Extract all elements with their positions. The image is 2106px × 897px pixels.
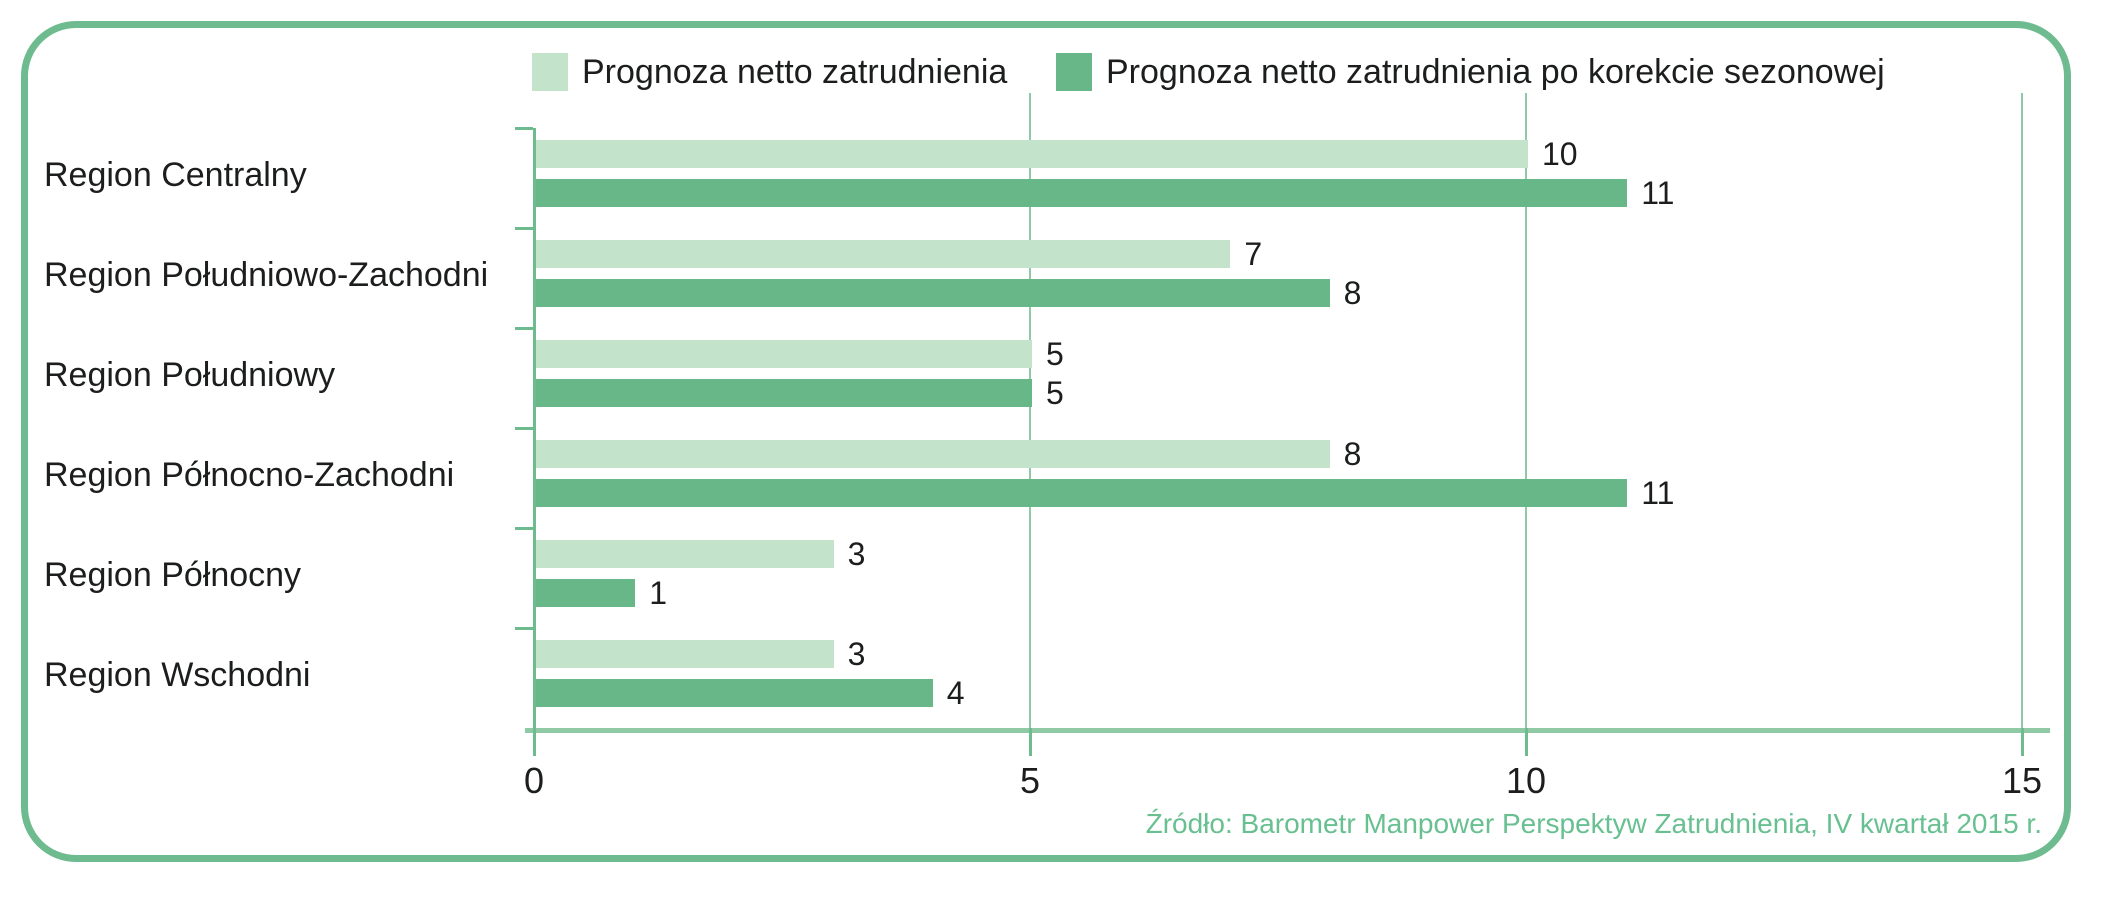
bar-value-label: 11 [1641,475,1675,511]
bar-value-label: 8 [1343,275,1362,311]
bar-value-label: 8 [1343,436,1362,472]
y-axis-group-tick [515,527,533,530]
bar-seasonal [536,479,1628,507]
category-label: Region Południowy [44,356,336,394]
bar-seasonal [536,379,1032,407]
source-note: Źródło: Barometr Manpower Perspektyw Zat… [1145,808,2042,839]
bar-value-label: 11 [1641,175,1675,211]
category-label: Region Południowo-Zachodni [44,256,489,294]
legend-swatch-light-icon [532,53,568,91]
category-label: Region Północny [44,556,302,594]
x-axis-tick-10 [1525,728,1528,756]
bar-seasonal [536,579,636,607]
x-axis-tick-0 [533,728,536,756]
x-axis-tick-label-15: 15 [2001,760,2043,801]
x-axis-tick-label-0: 0 [523,760,545,801]
chart-frame [21,21,2071,862]
y-axis-group-tick [515,427,533,430]
category-label: Region Północno-Zachodni [44,456,455,494]
legend-item-net-forecast: Prognoza netto zatrudnienia [532,52,1007,92]
x-axis-tick-15 [2021,728,2024,756]
bar-forecast [536,540,834,568]
legend-swatch-dark-icon [1056,53,1092,91]
legend-item-seasonal-forecast: Prognoza netto zatrudnienia po korekcie … [1056,52,1885,92]
category-label: Region Wschodni [44,656,311,694]
bar-value-label: 3 [847,536,866,572]
legend-label-seasonal-forecast: Prognoza netto zatrudnienia po korekcie … [1106,53,1885,91]
bar-value-label: 4 [946,675,965,711]
bar-forecast [536,640,834,668]
gridline-x-5 [1029,93,1031,733]
x-axis-baseline [525,728,2050,733]
bar-seasonal [536,179,1628,207]
gridline-x-15 [2021,93,2023,733]
bar-value-label: 5 [1046,375,1064,411]
bar-forecast [536,240,1231,268]
bar-seasonal [536,679,933,707]
gridline-x-10 [1525,93,1527,733]
x-axis-tick-5 [1029,728,1032,756]
x-axis-tick-label-10: 10 [1505,760,1547,801]
y-axis-group-tick [515,227,533,230]
y-axis-group-tick [515,627,533,630]
bar-value-label: 3 [847,636,866,672]
bar-forecast [536,440,1330,468]
bar-value-label: 10 [1542,136,1578,172]
bar-value-label: 5 [1046,336,1064,372]
x-axis-tick-label-5: 5 [1019,760,1041,801]
y-axis-group-tick [515,327,533,330]
bar-seasonal [536,279,1330,307]
category-label: Region Centralny [44,156,307,194]
y-axis-group-tick [515,127,533,130]
bar-value-label: 1 [649,575,667,611]
bar-forecast [536,140,1528,168]
y-axis-line [533,128,536,733]
bar-forecast [536,340,1032,368]
legend-label-net-forecast: Prognoza netto zatrudnienia [582,53,1008,91]
bar-value-label: 7 [1244,236,1263,272]
